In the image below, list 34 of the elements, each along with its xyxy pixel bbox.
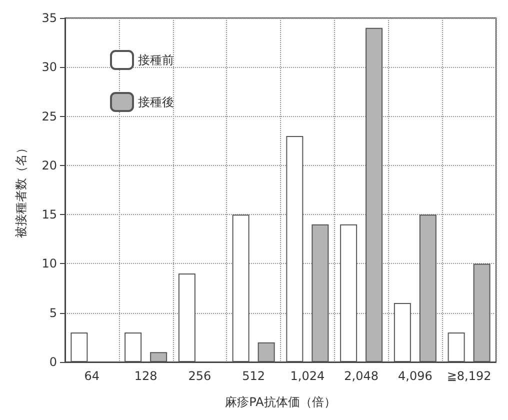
bar — [448, 332, 465, 362]
bar — [394, 303, 411, 362]
x-tick-label: ≧8,192 — [446, 369, 492, 383]
y-tick-label: 30 — [42, 60, 57, 74]
y-axis-title: 被接種者数（名） — [14, 142, 28, 238]
x-axis-title: 麻疹PA抗体価（倍） — [225, 395, 336, 409]
y-tick-label: 0 — [49, 355, 57, 369]
legend-label: 接種前 — [138, 53, 174, 67]
y-tick-label: 10 — [42, 256, 57, 271]
bar — [419, 214, 436, 362]
x-tick-label: 64 — [84, 369, 100, 383]
x-tick-label: 512 — [242, 369, 266, 383]
y-tick-label: 15 — [42, 208, 57, 222]
y-tick-label: 5 — [49, 306, 57, 320]
x-tick-label: 256 — [188, 369, 212, 383]
bar — [70, 332, 88, 362]
bar — [286, 136, 304, 362]
x-tick-label: 2,048 — [344, 369, 378, 383]
y-tick-label: 35 — [42, 11, 57, 25]
bar — [340, 224, 358, 362]
bar — [150, 352, 168, 362]
bar — [124, 332, 142, 362]
bar — [258, 342, 275, 362]
legend-label: 接種後 — [138, 95, 174, 109]
y-tick-label: 25 — [42, 109, 57, 124]
bar — [178, 274, 196, 362]
bar — [232, 214, 250, 362]
y-tick-label: 20 — [42, 158, 57, 172]
x-tick-label: 128 — [134, 369, 158, 383]
x-tick-label: 1,024 — [290, 369, 325, 383]
x-tick-label: 4,096 — [398, 369, 432, 383]
bar — [473, 264, 490, 362]
bar — [366, 28, 383, 362]
bar — [312, 224, 329, 362]
